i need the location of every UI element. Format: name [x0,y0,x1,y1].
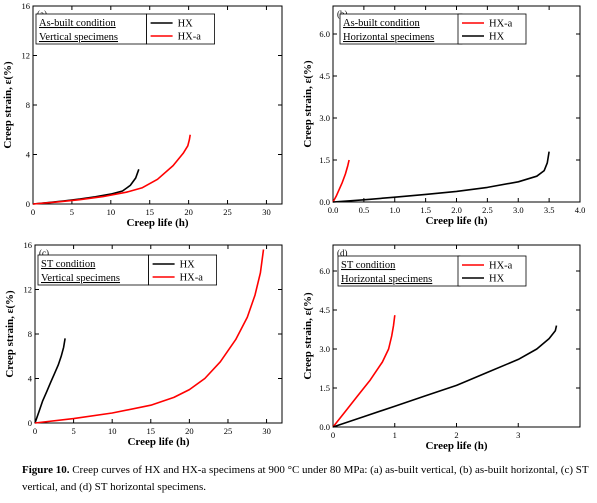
y-tick-label: 1.5 [319,383,330,393]
legend-label: HX [489,274,505,285]
chart-panel-1: 0 5 10 15 20 25 30 0 4 8 12 16 Creep life (h) Creep s… [2,1,283,229]
y-axis-title: Creep strain, ε(%) [302,292,314,380]
y-tick-label: 6.0 [319,29,330,39]
x-tick-label: 20 [184,207,193,217]
x-tick-label: 30 [262,426,271,436]
condition-label: As-built condition [343,18,420,29]
series-line-hx-a [332,159,350,203]
y-tick-label: 4.5 [319,305,330,315]
series-line-hx-a [32,134,191,205]
panel-label: (d) [337,248,348,258]
legend-label: HX-a [489,19,513,30]
x-tick-label: 2.5 [482,205,493,215]
condition-label: As-built condition [39,18,116,29]
condition-box [35,13,147,45]
x-tick-label: 20 [185,426,194,436]
x-axis-title: Creep life (h) [425,215,487,227]
x-tick-label: 30 [262,207,271,217]
x-tick-label: 25 [223,207,232,217]
series-line-hx-a [34,249,265,424]
y-tick-label: 8 [28,329,32,339]
chart-panel-4: 0 1 2 3 0.0 1.5 3.0 4.5 6.0 Creep life (h) Creep s… [302,244,581,452]
condition-label: ST condition [341,260,396,271]
x-tick-label: 2.0 [451,205,462,215]
y-tick-label: 4 [26,150,31,160]
y-tick-label: 16 [24,240,33,250]
legend-label: HX-a [180,273,204,284]
y-axis-title: Creep strain, ε(%) [4,290,16,378]
y-tick-label: 1.5 [319,155,330,165]
chart-panel-3: 0 5 10 15 20 25 30 0 4 8 12 16 Creep life (h) Creep s… [4,240,283,448]
y-axis-title: Creep strain, ε(%) [2,61,14,149]
x-tick-label: 1.5 [420,205,431,215]
condition-label: Vertical specimens [39,32,118,43]
condition-label: ST condition [41,259,96,270]
x-tick-label: 1 [393,430,397,440]
y-tick-label: 0 [26,199,30,209]
legend-label: HX [489,32,505,43]
y-tick-label: 12 [22,51,31,61]
condition-label: Vertical specimens [41,273,120,284]
condition-box [339,13,463,45]
series-line-hx [34,338,66,424]
legend-label: HX [180,260,196,271]
y-axis-title: Creep strain, ε(%) [302,60,314,148]
y-tick-label: 3.0 [319,113,330,123]
x-tick-label: 10 [108,426,117,436]
x-tick-label: 25 [224,426,233,436]
figure-caption: Figure 10. Creep curves of HX and HX-a s… [22,462,592,496]
series-line-hx [332,151,550,203]
x-axis-title: Creep life (h) [127,436,189,448]
y-tick-label: 16 [22,1,31,11]
y-tick-label: 4.5 [319,71,330,81]
x-tick-label: 3.0 [513,205,524,215]
caption-text: Creep curves of HX and HX-a specimens at… [22,464,589,493]
x-tick-label: 15 [145,207,154,217]
x-tick-label: 5 [71,426,75,436]
legend-label: HX-a [178,32,202,43]
x-tick-label: 15 [147,426,156,436]
y-tick-label: 8 [26,100,30,110]
x-axis-title: Creep life (h) [126,217,188,229]
x-tick-label: 5 [70,207,74,217]
x-tick-label: 2 [454,430,458,440]
panel-label: (c) [39,248,49,258]
condition-box [337,255,461,287]
condition-box [37,254,149,286]
y-tick-label: 0.0 [319,422,330,432]
y-tick-label: 4 [28,374,33,384]
chart-panel-2: 0.0 0.5 1.0 1.5 2.0 2.5 3.0 3.5 4.0 0.0 1.5 3.0 4.5 6… [302,5,586,227]
y-tick-label: 12 [24,285,33,295]
condition-label: Horizontal specimens [343,32,434,43]
legend-box [457,13,527,45]
condition-label: Horizontal specimens [341,274,432,285]
caption-figure-label: Figure 10. [22,464,70,476]
series-line-hx [332,325,558,428]
x-tick-label: 4.0 [575,205,586,215]
x-tick-label: 0 [33,426,37,436]
y-tick-label: 0.0 [319,197,330,207]
x-axis-title: Creep life (h) [425,440,487,452]
y-tick-label: 0 [28,418,32,428]
y-tick-label: 6.0 [319,266,330,276]
x-tick-label: 0.5 [359,205,370,215]
x-tick-label: 10 [107,207,116,217]
legend-box [146,13,216,45]
x-tick-label: 3.5 [544,205,555,215]
y-tick-label: 3.0 [319,344,330,354]
series-line-hx-a [332,315,396,428]
x-tick-label: 0 [31,207,35,217]
legend-label: HX [178,19,194,30]
legend-box [148,254,218,286]
x-tick-label: 3 [516,430,520,440]
x-tick-label: 0 [331,430,335,440]
legend-label: HX-a [489,261,513,272]
legend-box [457,255,527,287]
x-tick-label: 0.0 [328,205,339,215]
x-tick-label: 1.0 [389,205,400,215]
